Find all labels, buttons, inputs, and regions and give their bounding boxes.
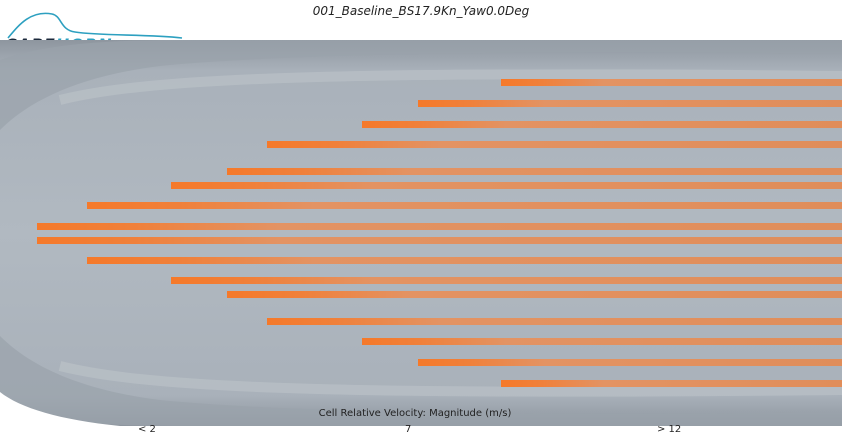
- legend-tick-min: < 2: [138, 424, 156, 435]
- streamline: [418, 359, 842, 366]
- legend-tick-mid: 7: [405, 424, 412, 435]
- streamline: [267, 318, 842, 325]
- hull-visualization: [0, 40, 842, 426]
- streamline: [362, 338, 842, 345]
- streamline: [37, 237, 842, 244]
- streamline: [87, 202, 842, 209]
- streamline: [87, 257, 842, 264]
- streamline: [171, 277, 842, 284]
- streamline: [362, 121, 842, 128]
- streamline: [171, 182, 842, 189]
- streamline: [267, 141, 842, 148]
- streamline: [418, 100, 842, 107]
- streamline: [37, 223, 842, 230]
- scene-title: 001_Baseline_BS17.9Kn_Yaw0.0Deg: [312, 4, 530, 18]
- streamline: [227, 291, 842, 298]
- logo-wave-icon: [7, 12, 183, 39]
- streamline: [501, 380, 842, 387]
- streamline: [501, 79, 842, 86]
- streamlines: [37, 79, 842, 387]
- legend-tick-max: > 12: [657, 424, 682, 435]
- streamline: [227, 168, 842, 175]
- legend-title: Cell Relative Velocity: Magnitude (m/s): [318, 408, 512, 419]
